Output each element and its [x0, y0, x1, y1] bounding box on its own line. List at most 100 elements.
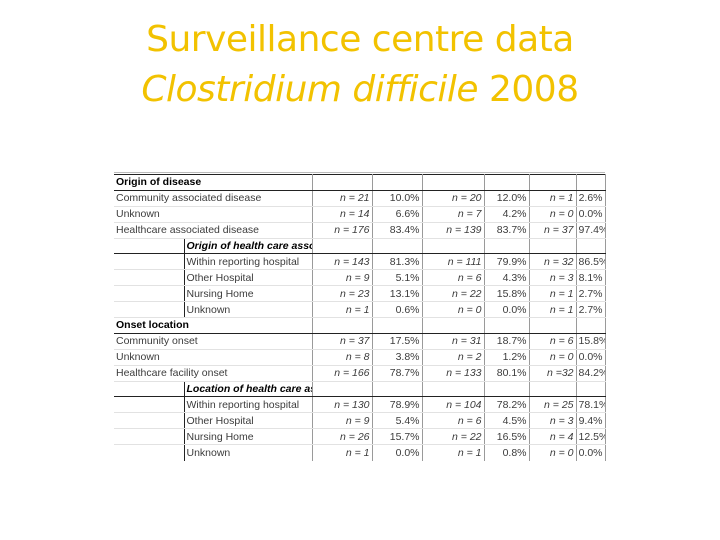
row-label: Other Hospital: [184, 269, 313, 287]
table-row: Within reporting hospital n = 143 81.3% n =…: [114, 253, 606, 271]
table-top-rule: [114, 172, 605, 173]
row-label: Unknown: [114, 349, 313, 366]
count-total: n = 26: [312, 428, 373, 446]
percent-group-2: 0.8%: [484, 444, 530, 461]
count-group-2: n = 6: [422, 412, 485, 430]
percent-group-3: 2.7%: [576, 301, 606, 319]
row-label: Community onset: [114, 333, 313, 350]
percent-group-2: 18.7%: [484, 333, 530, 350]
row-label: Nursing Home: [184, 428, 313, 446]
count-total: n = 14: [312, 206, 373, 223]
percent-total: 5.1%: [372, 269, 423, 287]
percent-group-2: 0.0%: [484, 301, 530, 319]
count-group-2: n = 7: [422, 206, 485, 223]
percent-group-3: 78.1%: [576, 396, 606, 414]
count-group-3: n = 6: [529, 333, 577, 350]
percent-group-2: 78.2%: [484, 396, 530, 414]
percent-total: 13.1%: [372, 285, 423, 303]
count-group-2: n = 22: [422, 285, 485, 303]
row-label: Community associated disease: [114, 190, 313, 207]
indent-cell: [114, 237, 185, 255]
percent-group-3: 15.8%: [576, 333, 606, 350]
count-group-3: n = 37: [529, 222, 577, 239]
count-total: n = 9: [312, 269, 373, 287]
count-group-3: n =32: [529, 365, 577, 382]
subsection-header-row: Location of health care associated patie…: [114, 380, 606, 398]
count-total: n = 143: [312, 253, 373, 271]
empty-cell: [422, 237, 485, 255]
empty-cell: [422, 380, 485, 398]
empty-cell: [312, 380, 373, 398]
percent-total: 5.4%: [372, 412, 423, 430]
percent-group-3: 0.0%: [576, 444, 606, 461]
percent-total: 15.7%: [372, 428, 423, 446]
count-group-2: n = 22: [422, 428, 485, 446]
count-total: n = 8: [312, 349, 373, 366]
row-label: Unknown: [114, 206, 313, 223]
table-row: Other Hospital n = 9 5.1% n = 6 4.3% n = 3 8.1…: [114, 269, 606, 287]
percent-group-3: 2.7%: [576, 285, 606, 303]
indent-cell: [114, 396, 185, 414]
percent-group-2: 4.2%: [484, 206, 530, 223]
count-group-3: n = 32: [529, 253, 577, 271]
percent-group-3: 86.5%: [576, 253, 606, 271]
percent-total: 81.3%: [372, 253, 423, 271]
slide-title-line2: Clostridium difficile 2008: [0, 70, 720, 110]
percent-group-2: 83.7%: [484, 222, 530, 239]
percent-total: 83.4%: [372, 222, 423, 239]
percent-group-3: 0.0%: [576, 349, 606, 366]
percent-total: 0.0%: [372, 444, 423, 461]
indent-cell: [114, 301, 185, 319]
indent-cell: [114, 412, 185, 430]
empty-cell: [312, 317, 373, 334]
count-total: n = 37: [312, 333, 373, 350]
table-row: Other Hospital n = 9 5.4% n = 6 4.5% n = 3 9.4…: [114, 412, 606, 430]
percent-group-2: 4.5%: [484, 412, 530, 430]
percent-group-2: 16.5%: [484, 428, 530, 446]
percent-group-2: 79.9%: [484, 253, 530, 271]
table-row: Community onset n = 37 17.5% n = 31 18.7% n =…: [114, 333, 606, 350]
percent-group-2: 15.8%: [484, 285, 530, 303]
empty-cell: [576, 174, 606, 191]
empty-cell: [576, 317, 606, 334]
empty-cell: [484, 237, 530, 255]
section-title: Onset location: [114, 317, 313, 334]
empty-cell: [484, 317, 530, 334]
percent-total: 78.9%: [372, 396, 423, 414]
percent-total: 3.8%: [372, 349, 423, 366]
slide-title-line1: Surveillance centre data: [146, 19, 574, 60]
empty-cell: [422, 174, 485, 191]
empty-cell: [576, 380, 606, 398]
row-label: Nursing Home: [184, 285, 313, 303]
count-total: n = 23: [312, 285, 373, 303]
count-group-2: n = 104: [422, 396, 485, 414]
section-title: Origin of disease: [114, 174, 313, 191]
percent-group-2: 4.3%: [484, 269, 530, 287]
empty-cell: [484, 380, 530, 398]
empty-cell: [529, 380, 577, 398]
section-header-row: Origin of disease: [114, 174, 606, 191]
empty-cell: [372, 380, 423, 398]
percent-group-3: 9.4%: [576, 412, 606, 430]
count-group-3: n = 0: [529, 206, 577, 223]
percent-group-2: 80.1%: [484, 365, 530, 382]
percent-group-2: 12.0%: [484, 190, 530, 207]
empty-cell: [529, 237, 577, 255]
count-group-3: n = 1: [529, 190, 577, 207]
count-group-2: n = 139: [422, 222, 485, 239]
row-label: Within reporting hospital: [184, 396, 313, 414]
row-label: Other Hospital: [184, 412, 313, 430]
table-row: Healthcare associated disease n = 176 83.4…: [114, 222, 606, 239]
percent-total: 78.7%: [372, 365, 423, 382]
empty-cell: [576, 237, 606, 255]
percent-group-3: 8.1%: [576, 269, 606, 287]
count-group-2: n = 111: [422, 253, 485, 271]
count-total: n = 166: [312, 365, 373, 382]
count-group-2: n = 20: [422, 190, 485, 207]
row-label: Unknown: [184, 444, 313, 461]
count-total: n = 130: [312, 396, 373, 414]
table-row: Unknown n = 14 6.6% n = 7 4.2% n = 0 0.0%: [114, 206, 606, 223]
table-row: Healthcare facility onset n = 166 78.7% n =…: [114, 365, 606, 382]
table-row: Unknown n = 8 3.8% n = 2 1.2% n = 0 0.0%: [114, 349, 606, 366]
row-label: Healthcare associated disease: [114, 222, 313, 239]
